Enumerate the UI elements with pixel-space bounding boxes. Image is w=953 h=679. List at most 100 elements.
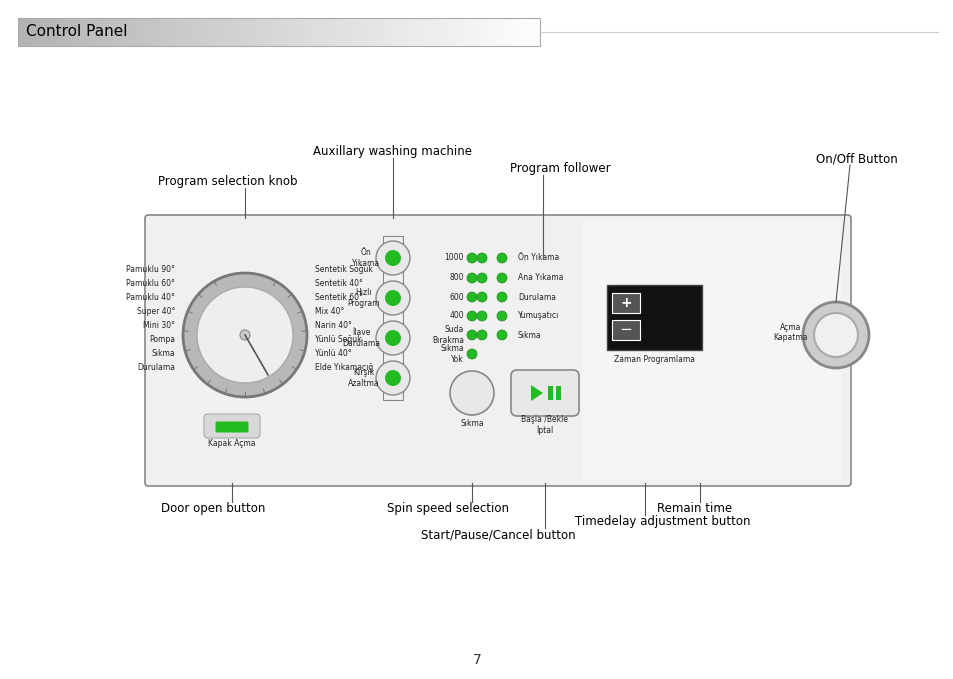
Circle shape xyxy=(497,273,506,283)
Circle shape xyxy=(385,290,400,306)
Text: Zaman Programlama: Zaman Programlama xyxy=(614,355,695,364)
Bar xyxy=(448,18,456,46)
Bar xyxy=(507,18,514,46)
Text: Yünlü 40°: Yünlü 40° xyxy=(314,350,352,359)
Bar xyxy=(154,18,162,46)
Bar xyxy=(344,18,351,46)
Bar xyxy=(51,18,57,46)
Text: 1000: 1000 xyxy=(444,253,463,263)
Text: Super 40°: Super 40° xyxy=(136,308,174,316)
Text: 600: 600 xyxy=(449,293,463,301)
Circle shape xyxy=(476,273,486,283)
Circle shape xyxy=(497,292,506,302)
Circle shape xyxy=(802,302,868,368)
Bar xyxy=(31,18,38,46)
Bar xyxy=(305,18,312,46)
Bar xyxy=(90,18,96,46)
Text: Door open button: Door open button xyxy=(161,502,265,515)
Text: −: − xyxy=(619,323,632,337)
Circle shape xyxy=(240,330,250,340)
Circle shape xyxy=(476,330,486,340)
Bar xyxy=(520,18,527,46)
Bar xyxy=(213,18,220,46)
Bar xyxy=(324,18,332,46)
Polygon shape xyxy=(531,385,542,401)
Circle shape xyxy=(476,311,486,321)
Bar xyxy=(461,18,468,46)
Bar xyxy=(363,18,371,46)
Bar xyxy=(441,18,449,46)
Bar xyxy=(331,18,338,46)
Bar xyxy=(383,18,390,46)
Bar xyxy=(312,18,318,46)
Bar xyxy=(200,18,208,46)
Circle shape xyxy=(183,273,307,397)
Bar xyxy=(161,18,169,46)
Circle shape xyxy=(476,253,486,263)
Bar xyxy=(382,236,402,400)
Bar xyxy=(18,18,25,46)
Bar xyxy=(606,285,701,350)
Circle shape xyxy=(375,321,410,355)
Circle shape xyxy=(385,250,400,266)
Circle shape xyxy=(385,370,400,386)
Text: Mini 30°: Mini 30° xyxy=(143,321,174,331)
Bar xyxy=(547,386,553,400)
Bar xyxy=(207,18,214,46)
Text: Narin 40°: Narin 40° xyxy=(314,321,352,331)
Bar xyxy=(174,18,181,46)
FancyBboxPatch shape xyxy=(145,215,850,486)
Text: 7: 7 xyxy=(472,653,481,667)
Bar xyxy=(149,18,155,46)
Bar xyxy=(526,18,534,46)
Text: Sentetik 60°: Sentetik 60° xyxy=(314,293,362,303)
Bar xyxy=(468,18,475,46)
Text: Timedelay adjustment button: Timedelay adjustment button xyxy=(575,515,750,528)
Text: Program selection knob: Program selection knob xyxy=(158,175,297,188)
Bar xyxy=(409,18,416,46)
Text: Remain time: Remain time xyxy=(657,502,732,515)
Circle shape xyxy=(467,292,476,302)
Bar xyxy=(436,18,442,46)
Text: 400: 400 xyxy=(449,312,463,320)
Bar xyxy=(227,18,233,46)
Bar xyxy=(188,18,194,46)
Bar xyxy=(494,18,501,46)
Bar xyxy=(129,18,136,46)
Text: Durulama: Durulama xyxy=(517,293,556,301)
Bar xyxy=(168,18,175,46)
Bar xyxy=(194,18,201,46)
Bar xyxy=(556,386,560,400)
Text: Başla /Bekle
İptal: Başla /Bekle İptal xyxy=(521,415,568,435)
Circle shape xyxy=(375,281,410,315)
Circle shape xyxy=(497,330,506,340)
Circle shape xyxy=(813,313,857,357)
Text: Pamuklu 60°: Pamuklu 60° xyxy=(126,280,174,289)
Text: On/Off Button: On/Off Button xyxy=(815,152,897,165)
Text: +: + xyxy=(619,296,631,310)
Bar xyxy=(402,18,410,46)
Circle shape xyxy=(375,361,410,395)
Text: İlave
Durulama: İlave Durulama xyxy=(341,329,379,348)
Bar xyxy=(278,18,286,46)
Text: Ana Yıkama: Ana Yıkama xyxy=(517,274,563,282)
Text: Start/Pause/Cancel button: Start/Pause/Cancel button xyxy=(420,528,575,541)
Bar xyxy=(422,18,429,46)
Bar xyxy=(122,18,130,46)
Bar xyxy=(266,18,273,46)
Bar xyxy=(25,18,31,46)
Bar xyxy=(76,18,84,46)
Bar xyxy=(71,18,77,46)
Circle shape xyxy=(375,241,410,275)
Circle shape xyxy=(450,371,494,415)
Bar xyxy=(337,18,344,46)
Bar xyxy=(103,18,110,46)
Text: Yünlü Soğuk: Yünlü Soğuk xyxy=(314,335,361,344)
Circle shape xyxy=(467,349,476,359)
Bar xyxy=(57,18,64,46)
Bar xyxy=(110,18,116,46)
Circle shape xyxy=(467,253,476,263)
Bar xyxy=(96,18,103,46)
Bar xyxy=(376,18,383,46)
Bar xyxy=(233,18,240,46)
